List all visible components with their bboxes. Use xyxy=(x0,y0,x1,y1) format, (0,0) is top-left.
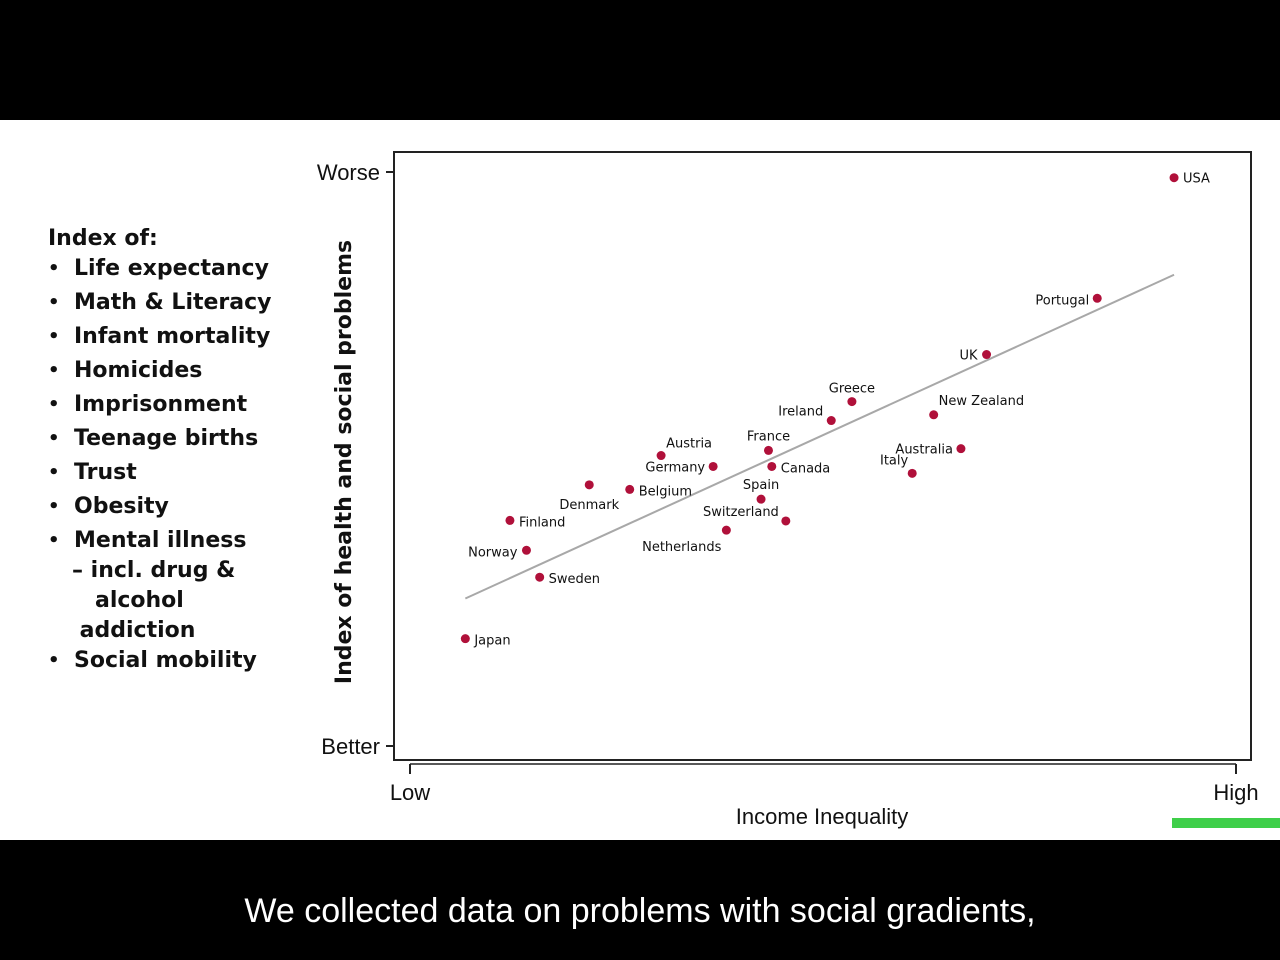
point-netherlands xyxy=(721,525,731,535)
index-panel: Index of: Life expectancy Math & Literac… xyxy=(48,224,308,680)
index-title: Index of: xyxy=(48,226,158,251)
index-item-label: Mental illness xyxy=(74,528,247,553)
point-label-austria: Austria xyxy=(666,437,712,452)
point-label-new-zealand: New Zealand xyxy=(939,394,1024,409)
index-item: Obesity xyxy=(48,492,308,526)
point-austria xyxy=(656,451,666,461)
x-tick-label: High xyxy=(1213,780,1258,805)
index-item: Social mobility xyxy=(48,646,308,680)
point-label-germany: Germany xyxy=(645,460,705,475)
point-new-zealand xyxy=(929,410,939,420)
point-finland xyxy=(505,515,515,525)
point-label-portugal: Portugal xyxy=(1035,293,1089,308)
point-label-ireland: Ireland xyxy=(778,405,823,420)
slide: Index of: Life expectancy Math & Literac… xyxy=(0,120,1280,840)
index-item: Life expectancy xyxy=(48,254,308,288)
y-tick-label: Worse xyxy=(317,160,380,185)
point-portugal xyxy=(1092,293,1102,303)
point-uk xyxy=(982,350,992,360)
point-spain xyxy=(756,494,766,504)
point-greece xyxy=(847,397,857,407)
index-item: Infant mortality xyxy=(48,322,308,356)
point-label-uk: UK xyxy=(960,349,979,364)
point-label-australia: Australia xyxy=(895,443,953,458)
point-denmark xyxy=(584,480,594,490)
trend-line xyxy=(464,273,1175,600)
point-label-belgium: Belgium xyxy=(639,484,692,499)
point-norway xyxy=(521,545,531,555)
point-label-norway: Norway xyxy=(468,545,518,560)
index-list: Life expectancy Math & Literacy Infant m… xyxy=(48,254,308,680)
x-axis-label: Income Inequality xyxy=(736,804,908,829)
point-ireland xyxy=(826,416,836,426)
point-label-usa: USA xyxy=(1183,172,1210,187)
point-canada xyxy=(767,461,777,471)
index-item: Teenage births xyxy=(48,424,308,458)
point-france xyxy=(763,445,773,455)
point-australia xyxy=(956,444,966,454)
point-label-greece: Greece xyxy=(829,382,875,397)
y-axis-label: Index of health and social problems xyxy=(332,240,357,684)
point-label-canada: Canada xyxy=(781,461,830,476)
point-switzerland xyxy=(781,516,791,526)
point-label-switzerland: Switzerland xyxy=(703,505,779,520)
point-italy xyxy=(907,468,917,478)
green-logo-bar xyxy=(1172,818,1280,828)
index-item: Imprisonment xyxy=(48,390,308,424)
point-label-france: France xyxy=(747,429,790,444)
point-label-denmark: Denmark xyxy=(559,498,619,513)
point-label-finland: Finland xyxy=(519,515,565,530)
caption-subtitle: We collected data on problems with socia… xyxy=(244,892,1036,930)
point-label-japan: Japan xyxy=(473,634,510,649)
point-label-italy: Italy xyxy=(880,453,909,468)
index-item-mental-illness: Mental illness – incl. drug & alcohol ad… xyxy=(48,526,308,646)
plot-frame xyxy=(393,151,1252,761)
point-belgium xyxy=(625,484,635,494)
y-tick-label: Better xyxy=(321,734,380,759)
index-item: Trust xyxy=(48,458,308,492)
point-germany xyxy=(708,461,718,471)
point-label-sweden: Sweden xyxy=(549,572,600,587)
point-usa xyxy=(1169,173,1179,183)
point-sweden xyxy=(535,572,545,582)
point-label-spain: Spain xyxy=(743,478,779,493)
index-item: Homicides xyxy=(48,356,308,390)
point-label-netherlands: Netherlands xyxy=(642,540,721,555)
index-subitem-addiction: – incl. drug & alcohol addiction xyxy=(72,558,236,643)
scatter-chart: Worse Better Low High Income Inequality Index… xyxy=(317,151,1259,829)
index-item: Math & Literacy xyxy=(48,288,308,322)
point-japan xyxy=(460,634,470,644)
x-tick-label: Low xyxy=(390,780,430,805)
